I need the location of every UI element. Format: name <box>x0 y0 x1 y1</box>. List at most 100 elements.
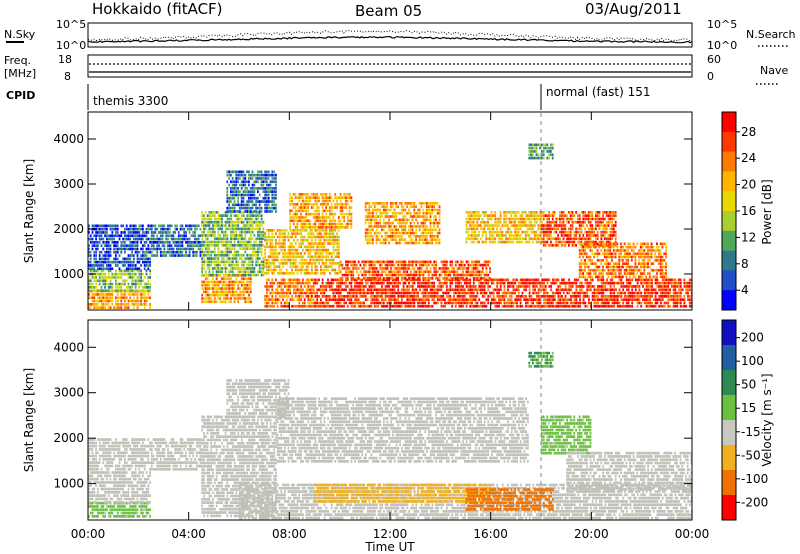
heatmap-cell <box>440 273 443 277</box>
heatmap-cell <box>370 291 373 295</box>
heatmap-cell <box>186 247 189 251</box>
heatmap-cell <box>334 206 337 209</box>
heatmap-cell <box>140 303 142 306</box>
heatmap-cell <box>370 273 373 277</box>
heatmap-cell <box>402 288 405 292</box>
heatmap-cell <box>303 252 306 255</box>
heatmap-cell <box>444 278 446 282</box>
heatmap-cell <box>391 270 394 274</box>
heatmap-cell <box>300 252 302 255</box>
heatmap-cell <box>106 303 108 306</box>
heatmap-cell <box>271 190 274 193</box>
heatmap-cell <box>291 229 293 232</box>
heatmap-cell <box>210 280 213 284</box>
heatmap-cell <box>321 193 324 196</box>
heatmap-cell <box>296 291 299 295</box>
heatmap-cell <box>296 295 299 298</box>
heatmap-cell <box>427 285 430 288</box>
heatmap-cell <box>240 297 243 300</box>
heatmap-cell <box>345 301 347 305</box>
heatmap-cell <box>136 282 139 286</box>
heatmap-cell <box>658 281 661 285</box>
heatmap-cell <box>651 281 653 285</box>
heatmap-cell <box>382 277 385 280</box>
heatmap-cell <box>386 211 389 215</box>
heatmap-cell <box>429 270 432 274</box>
heatmap-cell <box>253 270 256 274</box>
heatmap-cell <box>534 285 536 288</box>
heatmap-cell <box>417 285 419 288</box>
heatmap-cell <box>316 209 319 213</box>
heatmap-cell <box>665 288 668 292</box>
heatmap-cell <box>366 202 369 205</box>
heatmap-cell <box>122 296 124 300</box>
heatmap-cell <box>273 177 275 180</box>
heatmap-cell <box>660 288 662 292</box>
heatmap-cell <box>390 205 392 208</box>
heatmap-cell <box>275 255 277 259</box>
heatmap-cell <box>462 267 464 270</box>
heatmap-cell <box>615 295 617 298</box>
heatmap-cell <box>530 301 533 305</box>
heatmap-cell <box>264 173 266 177</box>
heatmap-cell <box>530 281 533 285</box>
heatmap-cell <box>444 260 446 264</box>
heatmap-cell <box>447 298 450 301</box>
heatmap-cell <box>266 206 268 210</box>
heatmap-cell <box>388 277 391 280</box>
heatmap-cell <box>330 262 333 265</box>
heatmap-cell <box>424 288 427 292</box>
heatmap-cell <box>370 235 372 238</box>
heatmap-cell <box>301 196 304 199</box>
heatmap-cell <box>249 290 252 294</box>
heatmap-cell <box>616 295 619 298</box>
heatmap-cell <box>654 281 657 285</box>
heatmap-cell <box>427 273 430 277</box>
heatmap-cell <box>233 193 236 197</box>
heatmap-cell <box>276 229 279 232</box>
heatmap-cell <box>406 263 409 267</box>
heatmap-cell <box>346 285 349 288</box>
heatmap-cell <box>334 288 337 292</box>
heatmap-cell <box>95 264 97 267</box>
heatmap-cell <box>185 247 187 251</box>
heatmap-cell <box>106 299 108 303</box>
heatmap-cell <box>438 277 441 280</box>
heatmap-cell <box>609 278 612 282</box>
heatmap-cell <box>89 241 92 244</box>
heatmap-cell <box>210 257 213 260</box>
heatmap-cell <box>676 281 679 285</box>
heatmap-cell <box>408 278 410 282</box>
heatmap-cell <box>249 200 252 203</box>
heatmap-cell <box>102 296 105 300</box>
heatmap-cell <box>309 196 311 199</box>
heatmap-cell <box>436 301 439 305</box>
heatmap-cell <box>255 206 257 210</box>
heatmap-cell <box>210 211 213 214</box>
heatmap-cell <box>487 281 490 285</box>
heatmap-cell <box>269 173 272 177</box>
heatmap-cell <box>454 278 457 282</box>
heatmap-cell <box>97 303 99 306</box>
heatmap-cell <box>133 269 135 273</box>
heatmap-cell <box>242 270 245 274</box>
heatmap-cell <box>239 203 241 207</box>
heatmap-cell <box>336 196 338 199</box>
heatmap-cell <box>95 303 97 306</box>
heatmap-cell <box>498 304 500 308</box>
heatmap-cell <box>688 295 691 298</box>
heatmap-cell <box>350 199 353 203</box>
heatmap-cell <box>300 206 302 209</box>
heatmap-cell <box>323 288 326 292</box>
heatmap-cell <box>325 202 328 206</box>
heatmap-cell <box>651 295 653 298</box>
heatmap-cell <box>424 277 427 280</box>
heatmap-cell <box>460 267 463 270</box>
heatmap-cell <box>271 242 274 245</box>
heatmap-cell <box>579 304 581 308</box>
heatmap-cell <box>359 278 362 282</box>
heatmap-cell <box>307 248 310 252</box>
heatmap-cell <box>613 304 616 308</box>
heatmap-cell <box>456 291 459 295</box>
heatmap-cell <box>377 291 380 295</box>
